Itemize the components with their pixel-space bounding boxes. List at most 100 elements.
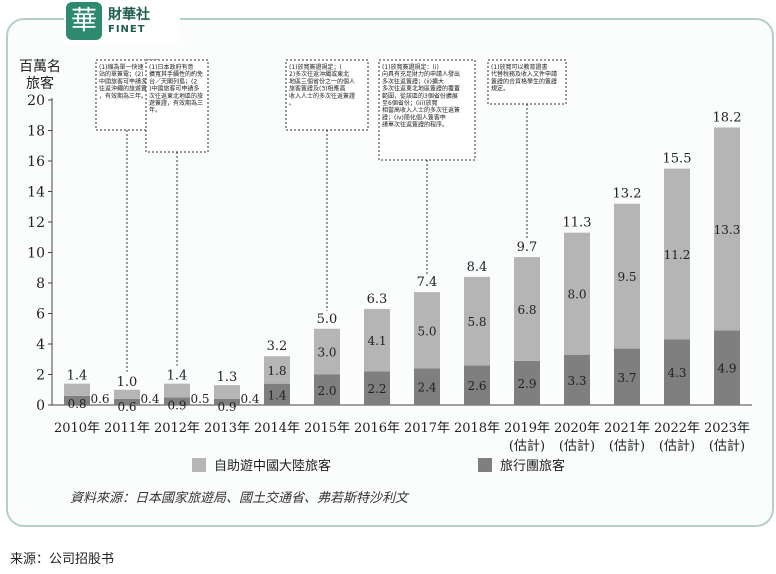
annotation-line: 規定。 bbox=[491, 85, 509, 93]
logo-name-cn: 財華社 bbox=[108, 7, 150, 23]
bar-independent-traveller bbox=[614, 203, 640, 349]
independent-value-label: 11.2 bbox=[664, 248, 691, 262]
group-tour-value-label: 0.4 bbox=[140, 392, 159, 406]
independent-value-label: 1.8 bbox=[267, 364, 286, 378]
bar-independent-traveller bbox=[364, 308, 390, 372]
annotation-line: (1)日本政府有意 bbox=[149, 63, 194, 71]
group-tour-value-label: 2.2 bbox=[367, 382, 386, 396]
bar-group-tour bbox=[464, 365, 490, 405]
y-tick-label: 8 bbox=[36, 276, 45, 292]
group-tour-value-label: 4.3 bbox=[667, 366, 686, 380]
y-axis-title-line: 百萬名 bbox=[19, 59, 61, 75]
y-tick-label: 0 bbox=[36, 398, 45, 414]
y-axis-title-line: 旅客 bbox=[26, 75, 54, 92]
annotation-line: 台／天閣列島；(2 bbox=[149, 77, 197, 85]
x-tick-label: 2017年 bbox=[404, 421, 450, 436]
annotation-line: 代替稅務及收入文件申請 bbox=[491, 70, 557, 78]
annotation-line: 次往返東北地區的旅 bbox=[149, 92, 203, 100]
x-tick-label: 2020年 bbox=[554, 421, 600, 436]
total-label: 15.5 bbox=[663, 152, 692, 167]
bar-independent-traveller bbox=[64, 383, 90, 396]
independent-value-label: 0.9 bbox=[167, 398, 186, 412]
bar-independent-traveller bbox=[164, 383, 190, 398]
annotation-text: (1)放寬簽證規定；(2)多次往返沖繩或東北地區三個省份之一的個人旅客簽證及(3… bbox=[289, 63, 355, 107]
total-label: 6.3 bbox=[367, 292, 388, 307]
bar-group-tour bbox=[564, 354, 590, 405]
x-tick-label: 2015年 bbox=[304, 421, 350, 436]
bar-independent-traveller bbox=[714, 127, 740, 331]
y-tick-label: 20 bbox=[27, 93, 45, 109]
annotation-line: (1)放寬簽證規定；( bbox=[289, 63, 342, 71]
group-tour-value-label: 0.5 bbox=[190, 392, 209, 406]
y-tick-label: 10 bbox=[27, 246, 45, 262]
legend-swatch-independent bbox=[192, 458, 206, 472]
annotation-box bbox=[145, 59, 209, 153]
y-tick-label: 14 bbox=[27, 185, 45, 201]
annotation-line: 收入人士的多次往返簽證 bbox=[289, 92, 355, 100]
legend-swatch-group-tour bbox=[478, 458, 492, 472]
annotation-line: 。 bbox=[289, 100, 295, 107]
bar-independent-traveller bbox=[264, 356, 290, 384]
independent-value-label: 9.5 bbox=[617, 270, 636, 284]
group-tour-value-label: 4.9 bbox=[717, 362, 736, 376]
bar-independent-traveller bbox=[564, 232, 590, 355]
annotation-line: (1)縮為單一快速 bbox=[99, 63, 144, 71]
annotation-box bbox=[378, 59, 476, 161]
group-tour-value-label: 2.0 bbox=[317, 384, 336, 398]
bar-independent-traveller bbox=[464, 276, 490, 366]
annotation-text: (1)放寬可以教育證書代替稅務及收入文件申請簽證的合資格學生的簽證規定。 bbox=[491, 63, 557, 93]
legend-label-group-tour: 旅行團旅客 bbox=[500, 458, 565, 474]
total-label: 5.0 bbox=[317, 312, 338, 327]
x-tick-label-estimate: (估計) bbox=[709, 438, 745, 454]
chart-source-note: 資料來源：日本國家旅遊局、國土交通省、弗若斯特沙利文 bbox=[70, 490, 410, 506]
x-tick-label-estimate: (估計) bbox=[609, 438, 645, 454]
bar-group-tour bbox=[64, 395, 90, 405]
logo-name-en: FINET bbox=[108, 24, 146, 35]
annotation-line: 站的單簽電；(2) bbox=[99, 70, 144, 78]
x-tick-label-estimate: (估計) bbox=[509, 438, 545, 454]
y-tick-label: 12 bbox=[27, 215, 45, 231]
group-tour-value-label: 0.6 bbox=[90, 392, 109, 406]
x-tick-label: 2010年 bbox=[54, 421, 100, 436]
x-tick-label: 2023年 bbox=[704, 421, 750, 436]
x-tick-label-estimate: (估計) bbox=[559, 438, 595, 454]
x-tick-label: 2021年 bbox=[604, 421, 650, 436]
annotation-line: ，有效期為三年。 bbox=[99, 92, 147, 100]
independent-value-label: 3.0 bbox=[317, 346, 336, 360]
bar-independent-traveller bbox=[314, 328, 340, 375]
annotation-line: 證；(iv)簡化個人簽客申 bbox=[382, 113, 446, 121]
group-tour-value-label: 2.6 bbox=[467, 379, 486, 393]
total-label: 1.4 bbox=[67, 369, 88, 384]
annotation-line: 至6個省份；(iii)放寬 bbox=[382, 99, 438, 107]
independent-value-label: 5.0 bbox=[417, 324, 436, 338]
group-tour-value-label: 2.4 bbox=[417, 381, 436, 395]
group-tour-value-label: 3.3 bbox=[567, 374, 586, 388]
x-tick-label: 2019年 bbox=[504, 421, 550, 436]
annotation-line: 請單次往返簽證的程序。 bbox=[382, 121, 448, 129]
bar-independent-traveller bbox=[214, 385, 240, 399]
total-label: 8.4 bbox=[467, 260, 488, 275]
annotation-text: (1)日本政府有意擴寬其手續性的約免台／天閣列島；(2)中國旅客可申請多次往返東… bbox=[149, 63, 203, 114]
annotation-line: 相當高收入人士的多次往返簽 bbox=[382, 106, 460, 114]
total-label: 7.4 bbox=[417, 275, 438, 290]
annotation-line: 遊簽證，有效期為三 bbox=[149, 99, 203, 107]
annotation-line: 擴寬其手續性的約免 bbox=[149, 70, 203, 78]
bar-group-tour bbox=[614, 348, 640, 405]
x-tick-label: 2016年 bbox=[354, 421, 400, 436]
y-tick-label: 4 bbox=[36, 337, 45, 353]
bar-group-tour bbox=[364, 371, 390, 405]
independent-value-label: 0.6 bbox=[117, 400, 136, 414]
total-label: 9.7 bbox=[517, 240, 538, 255]
y-tick-label: 6 bbox=[36, 307, 45, 323]
total-label: 11.3 bbox=[563, 216, 592, 231]
x-tick-label: 2013年 bbox=[204, 421, 250, 436]
annotation-line: 多次往返東北地區簽證的覆蓋 bbox=[382, 85, 460, 93]
x-tick-label: 2022年 bbox=[654, 421, 700, 436]
bar-group-tour bbox=[414, 368, 440, 405]
x-tick-label: 2014年 bbox=[254, 421, 300, 436]
bar-group-tour bbox=[214, 398, 240, 405]
bar-group-tour bbox=[664, 339, 690, 405]
bar-group-tour bbox=[264, 383, 290, 405]
independent-value-label: 5.8 bbox=[467, 315, 486, 329]
annotation-line: 地區三個省份之一的個人 bbox=[289, 77, 355, 85]
